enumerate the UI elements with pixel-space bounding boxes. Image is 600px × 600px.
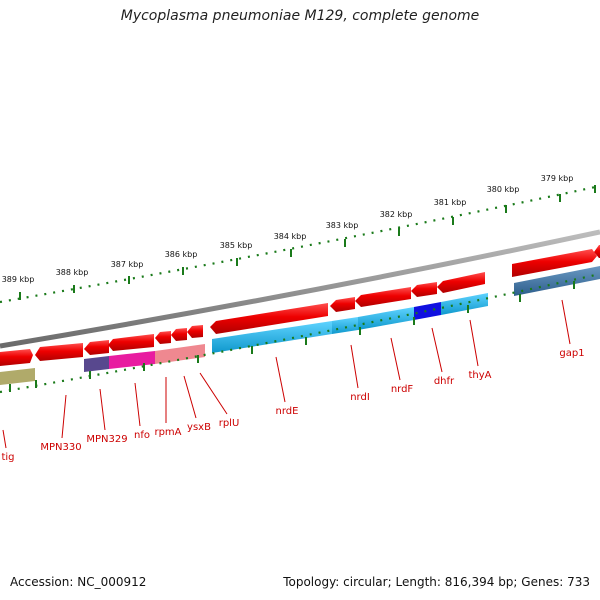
gene-bar-nfo — [155, 344, 205, 364]
leader-line — [275, 356, 286, 403]
accession-value: NC_000912 — [77, 575, 147, 589]
gene-label: rpmA — [154, 427, 181, 438]
gene-label: tig — [1, 452, 14, 463]
gene-bar-gap1 — [514, 266, 600, 296]
topology-value: circular — [343, 575, 388, 589]
gene-arrow — [108, 334, 154, 351]
gene-bar-mpn330 — [84, 356, 109, 372]
genome-stats: Topology: circular; Length: 816,394 bp; … — [283, 575, 590, 589]
kbp-label: 380 kbp — [487, 185, 520, 194]
kbp-label: 389 kbp — [2, 275, 35, 284]
kbp-label: 385 kbp — [220, 241, 253, 250]
gene-label: MPN329 — [86, 434, 127, 445]
reverse-strand-genes — [0, 266, 600, 385]
length-label: Length: — [395, 575, 441, 589]
gene-arrow — [171, 328, 187, 341]
gene-label: MPN330 — [40, 442, 81, 453]
gene-label: nrdE — [276, 406, 299, 417]
gene-labels: tig MPN330 MPN329 nfo rpmA ysxB rplU nrdE nrdI nr… — [1, 348, 584, 463]
gene-arrow — [437, 272, 485, 293]
kbp-label: 388 kbp — [56, 268, 89, 277]
forward-strand-genes — [0, 245, 600, 366]
gene-label: dhfr — [434, 376, 455, 387]
gene-label-leaders — [2, 299, 571, 449]
accession-info: Accession: NC_000912 — [10, 575, 146, 589]
kbp-label: 381 kbp — [434, 198, 467, 207]
leader-line — [390, 337, 401, 381]
leader-line — [350, 344, 359, 389]
gene-arrow — [155, 331, 171, 344]
gene-bar-dhfr — [414, 302, 441, 320]
gene-label: thyA — [468, 370, 491, 381]
kbp-label: 383 kbp — [326, 221, 359, 230]
kbp-label: 387 kbp — [111, 260, 144, 269]
genes-value: 733 — [567, 575, 590, 589]
genes-label: Genes: — [521, 575, 564, 589]
leader-line — [199, 372, 228, 415]
kbp-tick-marks — [19, 185, 596, 300]
gene-bar-tig — [0, 368, 35, 385]
gene-arrow — [594, 245, 600, 258]
gene-bar-mpn329 — [109, 351, 155, 369]
leader-line — [134, 382, 141, 427]
gene-bar-nrdE — [212, 321, 332, 353]
genome-backbone — [0, 229, 600, 349]
length-value: 816,394 bp — [444, 575, 514, 589]
gene-arrow — [355, 287, 411, 307]
kbp-label: 386 kbp — [165, 250, 198, 259]
gene-label: rplU — [219, 418, 240, 429]
topology-label: Topology: — [283, 575, 340, 589]
gene-bar-nrdF — [358, 307, 414, 330]
gene-label: nfo — [134, 430, 150, 441]
gene-label: nrdF — [391, 384, 414, 395]
gene-arrow — [411, 282, 437, 297]
map-title: Mycoplasma pneumoniae M129, complete gen… — [120, 8, 480, 24]
leader-line — [2, 429, 7, 449]
gene-arrow — [187, 325, 203, 338]
outer-scale-ring — [0, 184, 600, 304]
inner-tick-marks — [9, 281, 575, 392]
leader-line — [469, 319, 479, 367]
gene-label: nrdI — [350, 392, 370, 403]
gene-label: ysxB — [187, 422, 211, 433]
gene-arrow — [210, 303, 328, 334]
accession-label: Accession: — [10, 575, 74, 589]
gene-arrow — [330, 297, 355, 312]
leader-line — [61, 394, 67, 439]
kbp-scale-labels: 379 kbp 380 kbp 381 kbp 382 kbp 383 kbp 384 k… — [2, 174, 574, 284]
gene-arrow — [35, 343, 83, 361]
gene-arrow — [512, 249, 597, 277]
gene-label: gap1 — [559, 348, 584, 359]
leader-line — [183, 375, 197, 419]
gene-arrow — [84, 340, 109, 355]
leader-line — [561, 299, 571, 345]
kbp-label: 384 kbp — [274, 232, 307, 241]
gene-bar-thyA — [441, 293, 488, 315]
kbp-label: 382 kbp — [380, 210, 413, 219]
leader-line — [99, 388, 106, 431]
gene-bar-nrdI — [332, 317, 358, 334]
kbp-label: 379 kbp — [541, 174, 574, 183]
gene-arrow — [0, 349, 33, 366]
leader-line — [431, 327, 443, 373]
